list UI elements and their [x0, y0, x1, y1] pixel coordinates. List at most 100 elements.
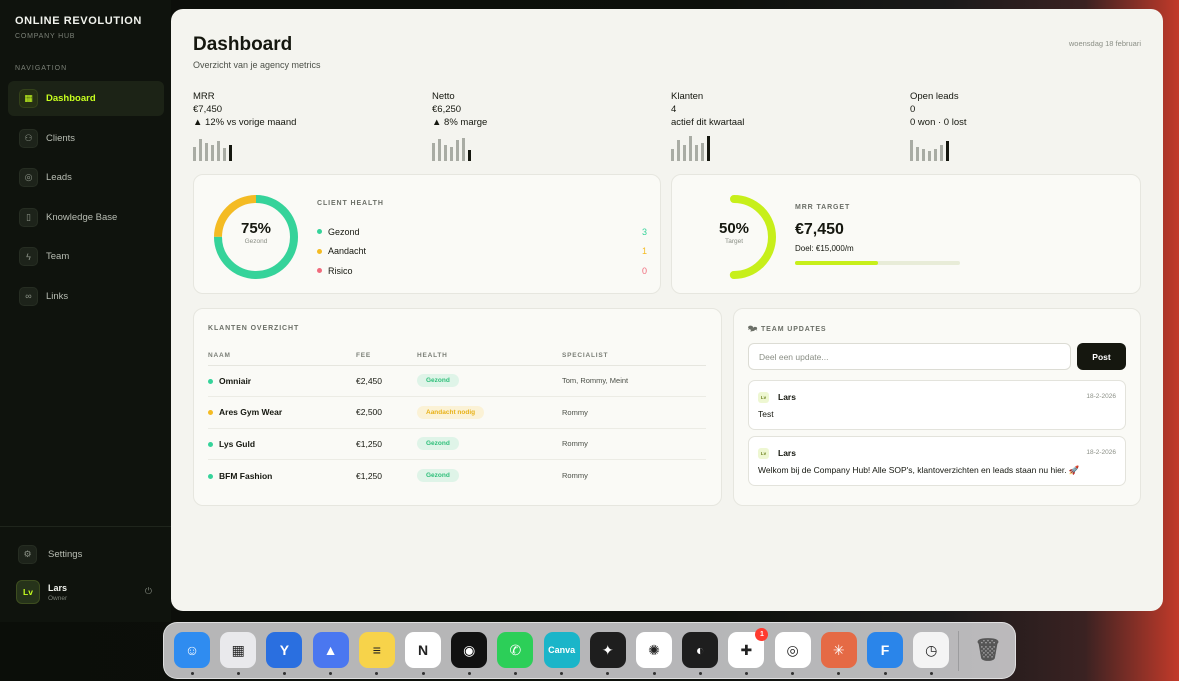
stat-value: €6,250: [432, 104, 462, 115]
chatgpt-icon[interactable]: ✺: [636, 632, 672, 668]
sidebar-item-links[interactable]: ∞ Links: [8, 279, 164, 314]
user-profile[interactable]: Lv Lars Owner ⏻: [16, 580, 156, 604]
spark-bar: [940, 145, 943, 161]
clients-overview-card: KLANTEN OVERZICHT NAAM FEE HEALTH SPECIA…: [193, 308, 722, 506]
running-indicator: [698, 672, 702, 675]
table-row[interactable]: Ares Gym Wear €2,500 Aandacht nodig Romm…: [208, 396, 706, 429]
gear-icon: ⚙: [18, 545, 37, 564]
running-indicator: [236, 672, 240, 675]
slack-icon[interactable]: ✚ 1: [728, 628, 769, 668]
status-dot: [317, 248, 322, 254]
stat-note: ▲ 8% marge: [432, 117, 488, 128]
settings-button[interactable]: ⚙ Settings: [18, 545, 82, 564]
clock-icon[interactable]: ◷: [913, 632, 950, 668]
spark-bar: [695, 145, 698, 161]
status-dot: [208, 441, 213, 447]
bolt-icon: ϟ: [19, 247, 38, 266]
figma-icon[interactable]: ✦: [589, 632, 626, 668]
client-fee: €1,250: [356, 428, 417, 460]
spark-bar: [701, 143, 704, 161]
stat-note: ▲ 12% vs vorige maand: [193, 117, 297, 128]
launchpad-icon[interactable]: ▦: [220, 632, 257, 668]
spark-bar: [468, 150, 471, 161]
notification-badge: 1: [755, 628, 769, 641]
yoast-icon[interactable]: Y: [266, 632, 303, 668]
avatar: Lv: [758, 448, 769, 459]
client-name: Ares Gym Wear: [219, 407, 283, 418]
nav-heading: NAVIGATION: [15, 65, 68, 72]
running-indicator: [513, 672, 517, 675]
health-row-label: Aandacht: [328, 246, 367, 257]
user-role: Owner: [48, 594, 68, 602]
nav-list: ▦ Dashboard ⚇ Clients ◎ Leads ▯ Knowledg…: [8, 81, 164, 318]
nordvpn-icon[interactable]: ▲: [312, 632, 349, 668]
chrome-icon[interactable]: ◎: [774, 632, 811, 668]
column-header: NAAM: [208, 347, 356, 366]
sidebar-item-dashboard[interactable]: ▦ Dashboard: [8, 81, 164, 116]
sidebar-item-team[interactable]: ϟ Team: [8, 239, 164, 274]
trash-icon[interactable]: 🗑: [974, 637, 1002, 662]
column-header: HEALTH: [417, 347, 562, 366]
stat-label: MRR: [193, 91, 215, 102]
running-indicator: [791, 672, 795, 675]
sidebar-item-label: Team: [46, 251, 70, 262]
mrr-value: €7,450: [795, 221, 844, 238]
notes-icon[interactable]: ≡: [358, 632, 395, 668]
sidebar-item-clients[interactable]: ⚇ Clients: [8, 121, 164, 156]
spark-bar: [671, 149, 674, 161]
spark-bar: [199, 139, 202, 161]
running-indicator: [883, 672, 887, 675]
update-input[interactable]: [748, 343, 1071, 370]
stat-label: Netto: [432, 91, 455, 102]
stat-label: Open leads: [910, 91, 959, 102]
table-row[interactable]: Lys Guld €1,250 Gezond Rommy: [208, 428, 706, 460]
client-name: Omniair: [219, 375, 252, 386]
current-date: woensdag 18 februari: [1068, 39, 1141, 48]
brand: ONLINE REVOLUTION COMPANY HUB: [15, 15, 142, 40]
stat-mrr: MRR €7,450 ▲ 12% vs vorige maand: [193, 91, 393, 161]
spark-bar: [683, 145, 686, 161]
donut-segment-gezond: [214, 195, 298, 279]
post-button[interactable]: Post: [1077, 343, 1126, 370]
spark-bar: [444, 145, 447, 161]
power-icon[interactable]: ⏻: [144, 586, 152, 596]
finder-icon[interactable]: ☺: [174, 632, 210, 668]
stat-value: 0: [910, 104, 916, 115]
running-indicator: [190, 672, 194, 675]
canva-icon[interactable]: Canva: [543, 632, 580, 668]
spark-bar: [910, 140, 913, 161]
dock: ☺ ▦ Y ▲ ≡ N ◉ ✆ Canva ✦ ✺ ◐ ✚ 1 ◎ ✳ F ◷ 🗑: [163, 622, 1016, 679]
spotify-icon[interactable]: ◉: [451, 632, 488, 668]
users-icon: ⚇: [19, 128, 38, 148]
sidebar-item-leads[interactable]: ◎ Leads: [8, 160, 164, 195]
mrr-goal: Doel: €15,000/m: [795, 244, 854, 253]
column-header: FEE: [356, 347, 417, 366]
table-row[interactable]: BFM Fashion €1,250 Gezond Rommy: [208, 460, 706, 492]
sidebar-item-knowledge-base[interactable]: ▯ Knowledge Base: [8, 200, 164, 235]
health-row-risico: Risico 0: [317, 261, 647, 281]
health-badge: Gezond: [417, 374, 459, 388]
avatar: Lv: [758, 392, 769, 403]
running-indicator: [421, 672, 425, 675]
notion-icon[interactable]: N: [405, 632, 441, 668]
sidebar-item-label: Knowledge Base: [46, 211, 118, 223]
health-row-count: 0: [641, 265, 647, 276]
column-header: SPECIALIST: [562, 347, 706, 366]
stat-netto: Netto €6,250 ▲ 8% marge: [432, 91, 632, 161]
stat-note: 0 won · 0 lost: [910, 117, 967, 128]
claude-icon[interactable]: ✳: [820, 632, 857, 668]
stat-note: actief dit kwartaal: [671, 117, 745, 128]
spark-bar: [450, 147, 453, 161]
running-indicator: [837, 672, 841, 675]
whatsapp-icon[interactable]: ✆: [497, 632, 534, 668]
running-indicator: [929, 672, 933, 675]
health-badge: Gezond: [417, 437, 459, 451]
linear-icon[interactable]: ◐: [682, 632, 719, 668]
status-dot: [317, 268, 322, 274]
spark-bar: [211, 145, 214, 161]
status-dot: [208, 473, 213, 479]
table-row[interactable]: Omniair €2,450 Gezond Tom, Rommy, Meint: [208, 365, 706, 397]
status-dot: [208, 410, 213, 416]
spark-bar: [916, 147, 919, 161]
framer-icon[interactable]: F: [867, 632, 903, 668]
